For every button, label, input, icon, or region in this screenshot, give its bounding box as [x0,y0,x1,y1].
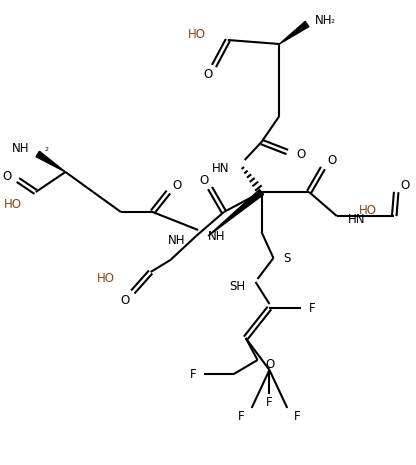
Text: NH: NH [315,13,332,27]
Text: O: O [265,358,275,371]
Text: HO: HO [97,272,115,285]
Text: HN: HN [348,213,365,226]
Text: O: O [203,67,213,80]
Text: O: O [296,147,305,160]
Text: SH: SH [230,279,246,292]
Text: F: F [238,410,245,423]
Text: S: S [283,252,291,265]
Polygon shape [208,190,263,236]
Text: O: O [120,293,129,306]
Text: $_2$: $_2$ [44,145,49,153]
Text: HO: HO [359,204,376,217]
Text: F: F [266,396,273,408]
Text: NH: NH [12,141,30,154]
Polygon shape [279,21,309,44]
Text: NH: NH [168,233,185,246]
Text: O: O [327,153,336,166]
Polygon shape [36,151,65,172]
Text: O: O [199,173,209,186]
Text: NH: NH [208,230,225,243]
Text: O: O [172,179,182,192]
Text: HO: HO [4,198,22,211]
Text: HO: HO [188,27,206,40]
Text: $_2$: $_2$ [330,16,335,26]
Text: O: O [400,179,409,192]
Text: O: O [3,170,12,182]
Text: F: F [294,410,301,423]
Text: F: F [309,301,316,314]
Text: HN: HN [212,161,230,174]
Text: F: F [190,367,196,380]
